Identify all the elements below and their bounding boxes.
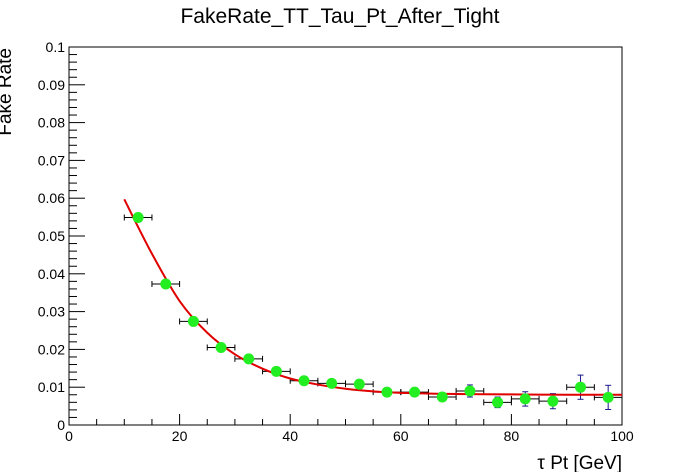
chart-title: FakeRate_TT_Tau_Pt_After_Tight — [180, 5, 499, 28]
y-tick-label: 0.09 — [38, 77, 65, 93]
y-tick-label: 0.04 — [38, 266, 65, 282]
data-point — [409, 386, 421, 398]
data-point — [381, 386, 393, 398]
fit-curve — [123, 198, 623, 396]
y-tick-label: 0.06 — [38, 190, 65, 206]
data-point — [492, 396, 504, 408]
data-point — [298, 375, 310, 387]
data-point — [519, 393, 531, 405]
data-point — [353, 378, 365, 390]
x-tick-label: 60 — [393, 428, 409, 444]
y-tick-label: 0.02 — [38, 341, 65, 357]
y-axis-title: Fake Rate — [0, 48, 16, 136]
x-tick-label: 20 — [172, 428, 188, 444]
y-tick-label: 0.05 — [38, 228, 65, 244]
data-point — [326, 377, 338, 389]
data-markers — [132, 211, 614, 408]
data-point — [602, 391, 614, 403]
data-point — [160, 278, 172, 290]
data-point — [464, 385, 476, 397]
axes: 0 20 40 60 80 100 0 0.01 0.02 0.03 0.04 0.05 0.06 0.0… — [38, 39, 634, 444]
y-tick-label: 0.08 — [38, 115, 65, 131]
y-tick-label: 0.01 — [38, 379, 65, 395]
y-tick-label: 0.03 — [38, 304, 65, 320]
data-point — [215, 342, 227, 354]
data-point — [243, 353, 255, 365]
data-point — [132, 211, 144, 223]
y-tick-label: 0 — [57, 417, 65, 433]
x-axis-title: τ Pt [GeV] — [537, 453, 622, 472]
data-point — [187, 315, 199, 327]
y-tick-label: 0.07 — [38, 152, 65, 168]
x-tick-label: 0 — [65, 428, 73, 444]
x-tick-label: 100 — [610, 428, 634, 444]
data-point — [547, 395, 559, 407]
data-point — [575, 381, 587, 393]
fit-curve-group — [123, 198, 623, 396]
x-tick-label: 40 — [282, 428, 298, 444]
data-point — [436, 391, 448, 403]
y-tick-label: 0.1 — [46, 39, 66, 55]
x-tick-label: 80 — [504, 428, 520, 444]
data-point — [270, 365, 282, 377]
